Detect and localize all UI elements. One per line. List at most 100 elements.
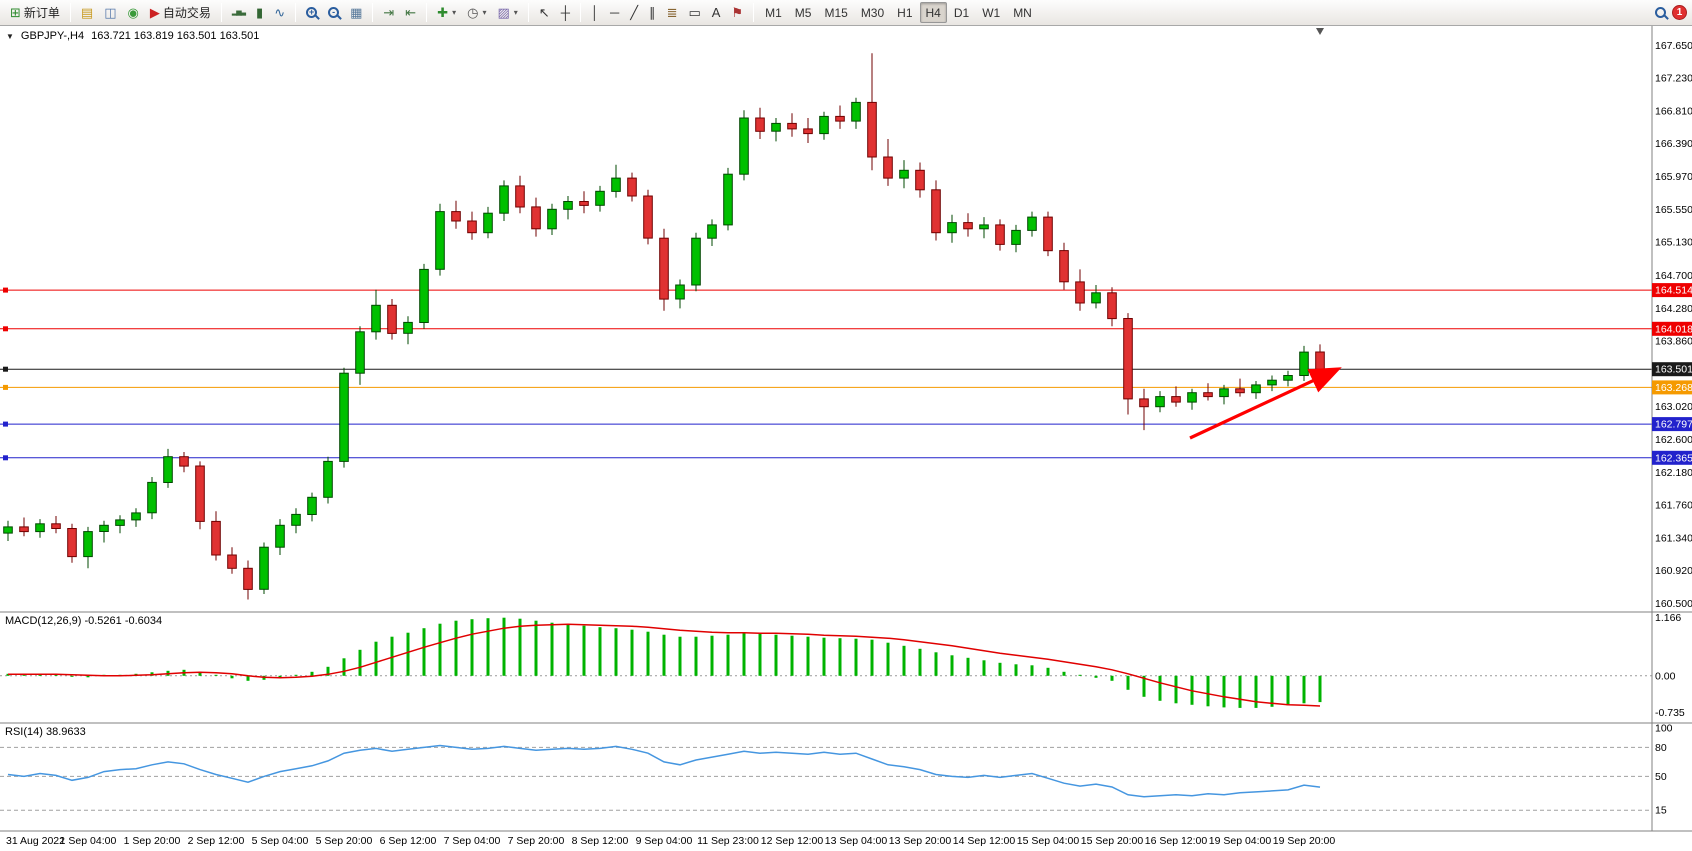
timeframe-w1-button[interactable]: W1 — [976, 2, 1006, 23]
templates-button[interactable]: ▨ ▾ — [492, 2, 522, 23]
trendline-button[interactable]: ╱ — [625, 2, 643, 23]
toolbar: ⊞ 新订单 ▤ ◫ ◉ ▶ 自动交易 ▂▅▃ ▮ ∿ + - ▦ ⇥ ⇤ ✚ ▾ ◷ ▾ ▨ ▾ ↖ ┼ │ ─ ╱ ∥ ≣ ▭ A ⚑ M1… — [0, 0, 1692, 26]
vertical-line-icon: │ — [590, 5, 600, 20]
toolbar-separator — [753, 3, 755, 22]
price-tag-value: 163.268 — [1655, 382, 1692, 394]
chart-shift-marker[interactable] — [1316, 28, 1324, 35]
text-button[interactable]: A — [707, 2, 726, 23]
tile-windows-button[interactable]: ▦ — [345, 2, 367, 23]
timeframe-m15-button-label: M15 — [824, 5, 848, 20]
price-tag-value: 162.797 — [1655, 419, 1692, 431]
timeframe-m5-button[interactable]: M5 — [789, 2, 818, 23]
time-axis-label: 9 Sep 04:00 — [636, 835, 693, 847]
bar-chart-button[interactable]: ▂▅▃ — [227, 2, 250, 23]
macd-signal-line — [8, 623, 1321, 707]
candlestick-chart-button[interactable]: ▮ — [251, 2, 268, 23]
macd-pane[interactable]: MACD(12,26,9) -0.5261 -0.6034 — [0, 615, 1652, 708]
level-line-handle[interactable] — [3, 455, 8, 461]
timeframe-m30-button[interactable]: M30 — [855, 2, 890, 23]
macd-axis-label: -0.735 — [1655, 707, 1685, 719]
auto-scroll-button[interactable]: ⇥ — [378, 2, 399, 23]
zoom-in-button[interactable]: + — [301, 2, 322, 23]
search-button[interactable] — [1650, 2, 1671, 23]
fibonacci-icon: ≣ — [666, 5, 678, 20]
indicators-icon: ✚ — [437, 5, 449, 20]
level-line-handle[interactable] — [3, 366, 8, 372]
indicators-button[interactable]: ✚ ▾ — [432, 2, 461, 23]
time-axis-label: 15 Sep 20:00 — [1081, 835, 1144, 847]
tile-windows-icon: ▦ — [350, 5, 363, 20]
price-tag-value: 164.018 — [1655, 323, 1692, 335]
vertical-line-button[interactable]: │ — [586, 2, 604, 23]
price-axis-label: 164.700 — [1655, 270, 1692, 282]
macd-axis-label: 1.166 — [1655, 612, 1681, 624]
periods-button[interactable]: ◷ ▾ — [462, 2, 491, 23]
fibonacci-button[interactable]: ≣ — [662, 2, 683, 23]
timeframe-d1-button[interactable]: D1 — [948, 2, 975, 23]
rsi-line — [7, 744, 1321, 798]
chart-area[interactable]: MACD(12,26,9) -0.5261 -0.6034 RSI(14) 38.… — [0, 26, 1692, 851]
price-axis-label: 164.280 — [1655, 303, 1692, 315]
shapes-button[interactable]: ▭ — [684, 2, 706, 23]
navigator-button[interactable]: ◉ — [123, 2, 144, 23]
timeframe-m15-button[interactable]: M15 — [818, 2, 853, 23]
main-chart-pane[interactable] — [0, 28, 1652, 600]
chart-svg[interactable]: MACD(12,26,9) -0.5261 -0.6034 RSI(14) 38.… — [0, 26, 1692, 851]
search-icon — [1655, 7, 1666, 18]
price-axis-label: 166.810 — [1655, 106, 1692, 118]
auto-trading-button[interactable]: ▶ 自动交易 — [145, 2, 216, 23]
time-axis-label: 2 Sep 12:00 — [188, 835, 245, 847]
timeframe-h4-button[interactable]: H4 — [919, 2, 947, 23]
chart-shift-button[interactable]: ⇤ — [400, 2, 421, 23]
cursor-icon: ↖ — [538, 5, 550, 20]
cursor-button[interactable]: ↖ — [534, 2, 555, 23]
timeframe-w1-button-label: W1 — [982, 5, 1001, 20]
zoom-out-button[interactable]: - — [323, 2, 344, 23]
toolbar-separator — [426, 3, 428, 22]
level-line-handle[interactable] — [3, 421, 8, 427]
time-axis-label: 8 Sep 12:00 — [572, 835, 629, 847]
macd-histogram — [6, 617, 1322, 708]
notification-badge[interactable]: 1 — [1672, 5, 1687, 20]
level-line-handle[interactable] — [3, 384, 8, 390]
level-line-handle[interactable] — [3, 287, 8, 293]
horizontal-line-button[interactable]: ─ — [605, 2, 624, 23]
auto-trading-button-label: 自动交易 — [162, 6, 211, 20]
time-axis-label: 7 Sep 20:00 — [508, 835, 565, 847]
templates-icon: ▨ — [497, 5, 510, 20]
price-axis[interactable]: 167.650 167.230 166.810 166.390 165.970 165.5… — [1651, 26, 1692, 831]
time-axis-label: 14 Sep 12:00 — [953, 835, 1016, 847]
price-axis-label: 161.760 — [1655, 500, 1692, 512]
magnifier-sign: - — [332, 6, 336, 17]
timeframe-mn-button[interactable]: MN — [1007, 2, 1038, 23]
magnifier-sign: + — [308, 6, 315, 17]
arrows-button[interactable]: ⚑ — [726, 2, 748, 23]
price-axis-label: 165.130 — [1655, 237, 1692, 249]
market-watch-button[interactable]: ▤ — [76, 2, 98, 23]
chart-dropdown-icon[interactable]: ▼ — [6, 31, 14, 41]
level-line-handle[interactable] — [3, 326, 8, 332]
trend-arrow[interactable] — [1189, 367, 1342, 440]
data-window-button[interactable]: ◫ — [99, 2, 121, 23]
line-chart-button[interactable]: ∿ — [269, 2, 290, 23]
price-axis-label: 165.550 — [1655, 204, 1692, 216]
crosshair-button[interactable]: ┼ — [556, 2, 575, 23]
timeframe-m1-button[interactable]: M1 — [759, 2, 788, 23]
price-tag — [1652, 362, 1692, 377]
equidistant-channel-icon: ∥ — [649, 5, 656, 20]
timeframe-h1-button[interactable]: H1 — [891, 2, 918, 23]
chart-ohlc-values: 163.721 163.819 163.501 163.501 — [91, 30, 260, 42]
time-axis-label: 1 Sep 04:00 — [60, 835, 117, 847]
rsi-pane[interactable]: RSI(14) 38.9633 — [0, 726, 1652, 811]
toolbar-separator — [69, 3, 71, 22]
auto-trading-icon: ▶ — [149, 5, 160, 20]
timeframe-d1-button-label: D1 — [953, 5, 970, 20]
equidistant-channel-button[interactable]: ∥ — [644, 2, 661, 23]
trendline-icon: ╱ — [630, 5, 639, 20]
time-axis-label: 5 Sep 04:00 — [252, 835, 309, 847]
bar-chart-icon: ▂▅▃ — [231, 9, 246, 16]
candles-series — [3, 53, 1325, 600]
auto-scroll-icon: ⇥ — [383, 5, 395, 20]
new-order-button[interactable]: ⊞ 新订单 — [5, 2, 65, 23]
